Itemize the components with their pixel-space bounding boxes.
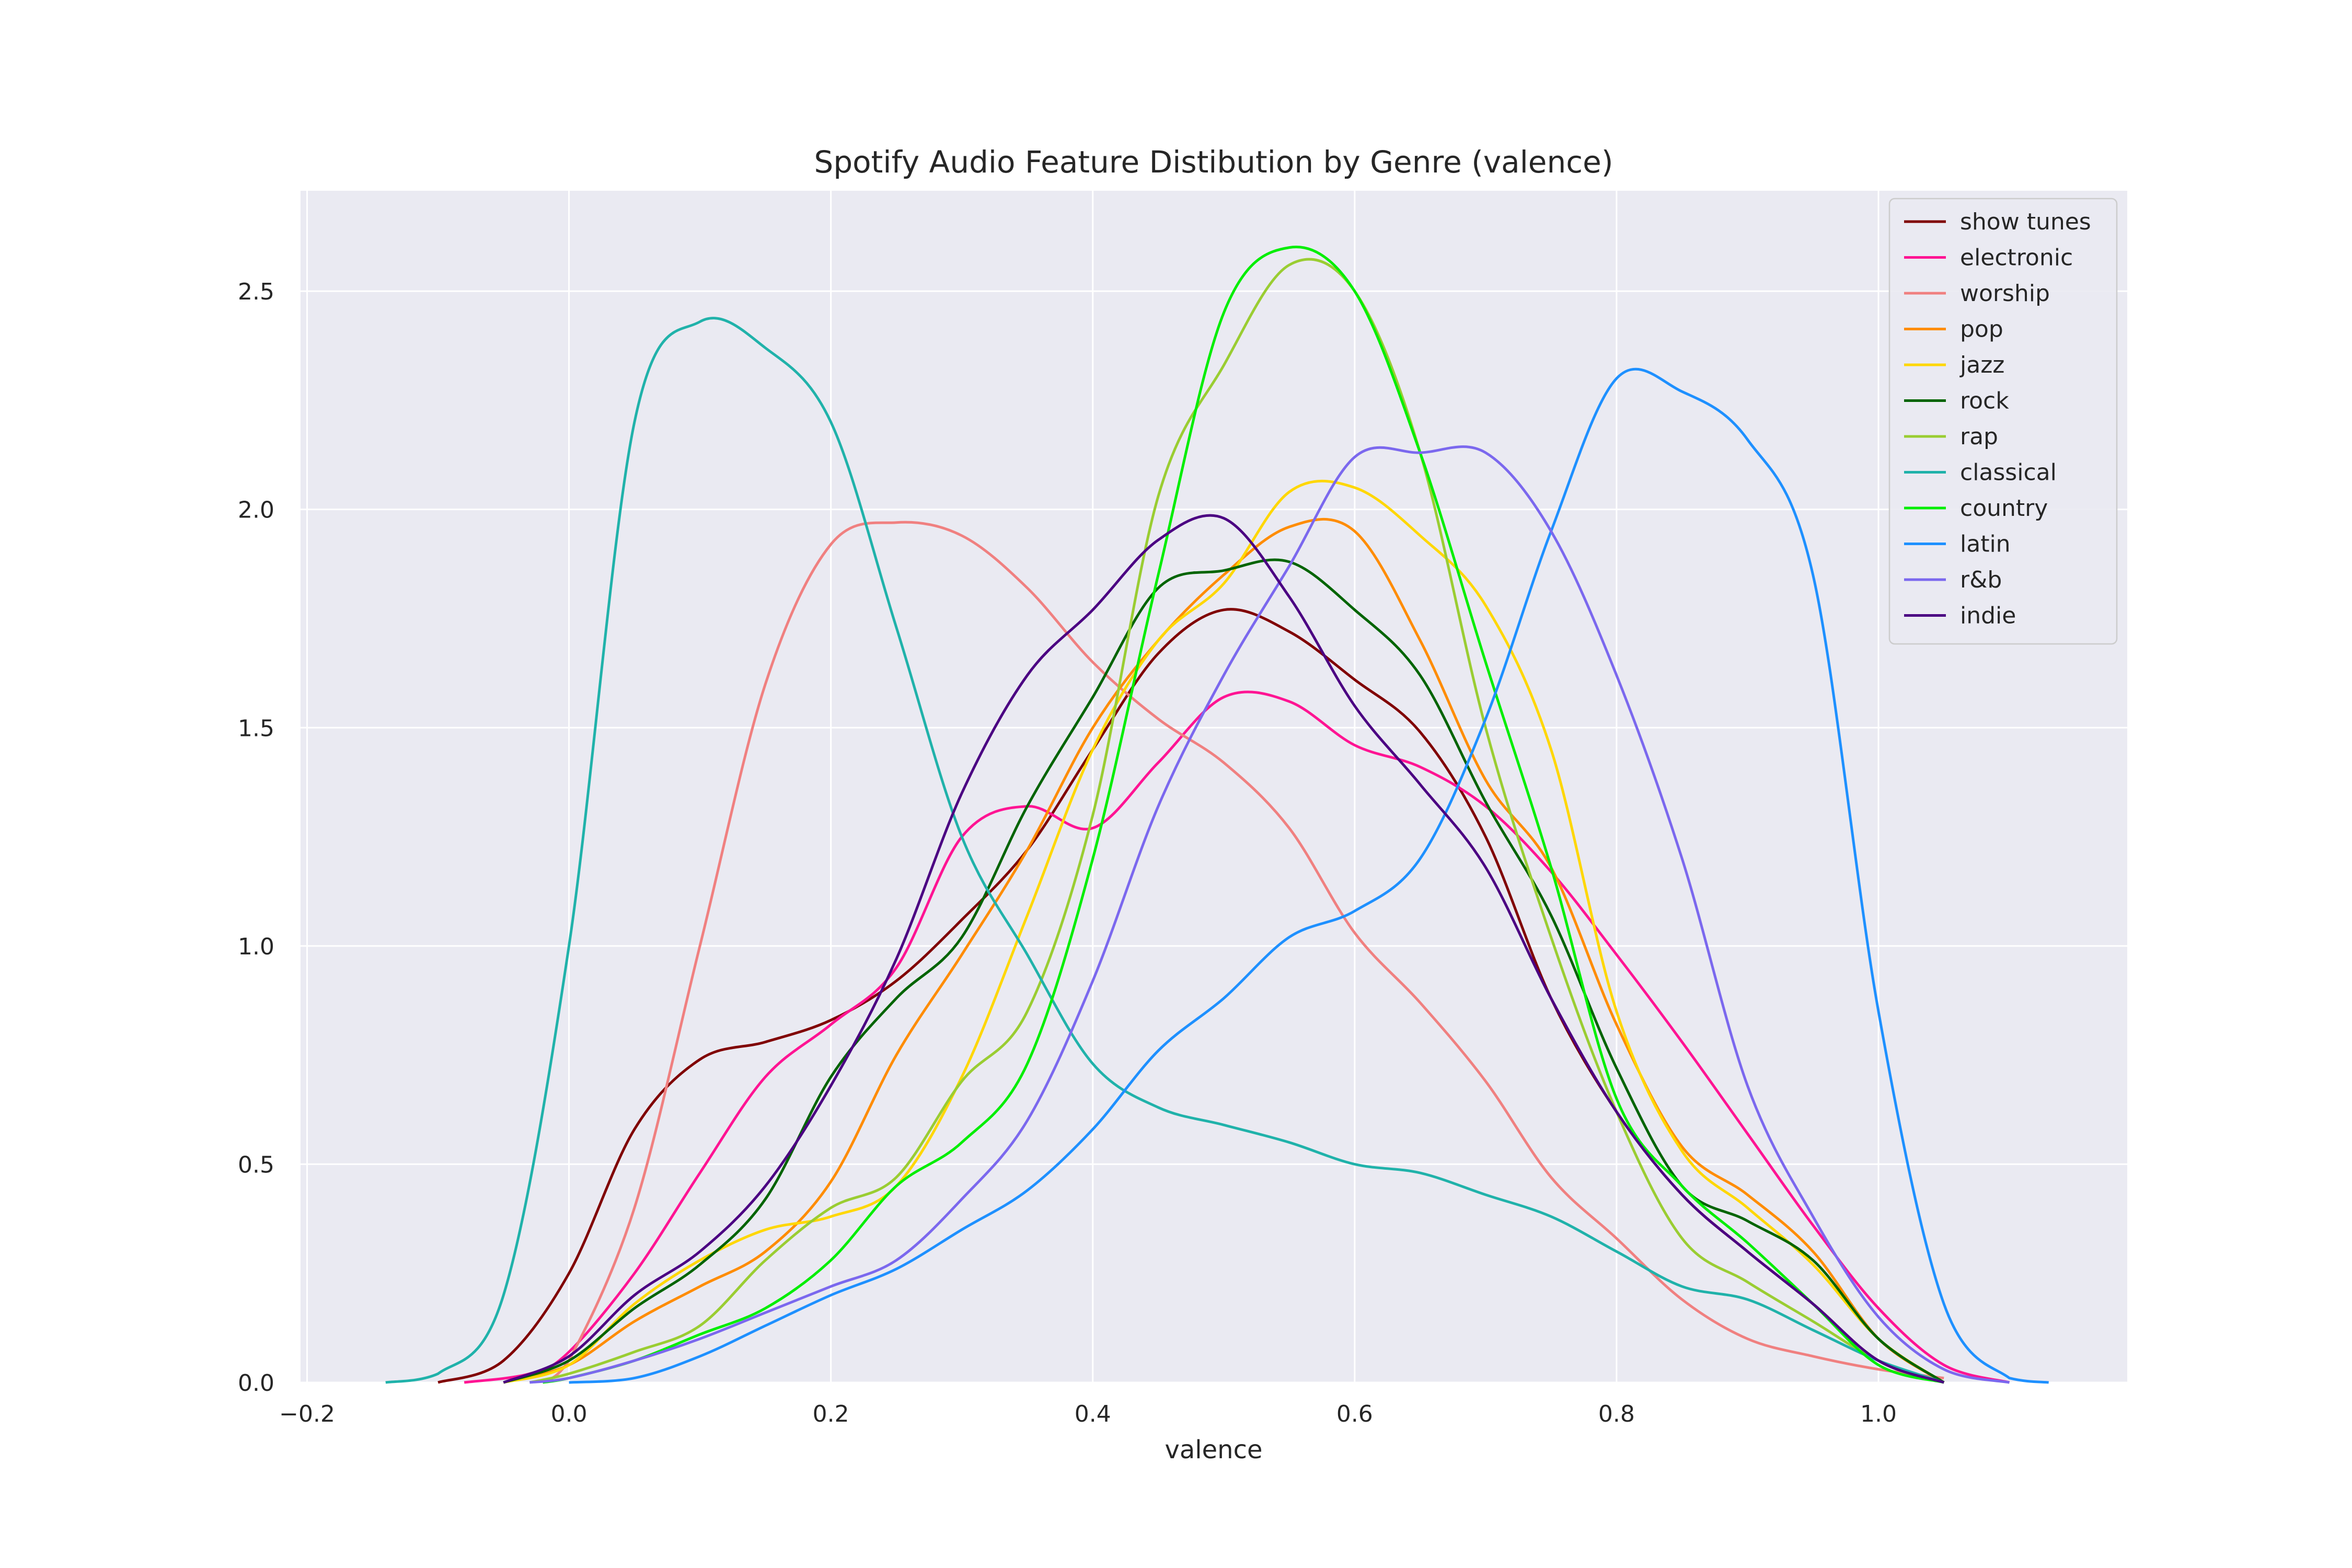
- legend-label-latin: latin: [1960, 531, 2011, 558]
- x-tick-label: 0.4: [1075, 1401, 1111, 1427]
- series-line-classical: [385, 317, 1944, 1384]
- series-line-electronic: [464, 690, 2010, 1384]
- legend-label-rap: rap: [1960, 423, 1998, 450]
- series-line-r-b: [529, 445, 2010, 1384]
- x-tick-labels: −0.2 0.0 0.2 0.4 0.6 0.8 1.0: [279, 1401, 1897, 1427]
- y-tick-label: 2.0: [238, 497, 274, 524]
- legend-label-r-b: r&b: [1960, 567, 2002, 593]
- legend-label-classical: classical: [1960, 459, 2057, 486]
- x-tick-label: 0.6: [1336, 1401, 1373, 1427]
- series-lines: [385, 246, 2049, 1384]
- y-tick-labels: 0.0 0.5 1.0 1.5 2.0 2.5: [238, 279, 274, 1397]
- legend-box: [1888, 198, 2118, 645]
- series-line-jazz: [503, 479, 1945, 1384]
- legend-label-rock: rock: [1960, 388, 2009, 414]
- legend-label-indie: indie: [1960, 603, 2016, 629]
- legend-label-country: country: [1960, 495, 2048, 522]
- legend-label-worship: worship: [1960, 280, 2050, 307]
- chart-title: Spotify Audio Feature Distibution by Gen…: [814, 144, 1613, 180]
- x-tick-label: 0.2: [813, 1401, 849, 1427]
- y-tick-label: 0.0: [238, 1370, 274, 1397]
- y-tick-label: 1.0: [238, 933, 274, 960]
- x-axis-label: valence: [1165, 1435, 1262, 1465]
- series-line-country: [543, 246, 1944, 1384]
- y-tick-label: 0.5: [238, 1151, 274, 1178]
- legend-label-pop: pop: [1960, 316, 2003, 343]
- plot-background: [301, 191, 2127, 1382]
- series-line-rap: [529, 258, 1944, 1384]
- legend-label-electronic: electronic: [1960, 245, 2073, 271]
- series-line-indie: [503, 514, 1944, 1384]
- grid: [301, 191, 2127, 1383]
- legend-label-show-tunes: show tunes: [1960, 209, 2091, 235]
- x-tick-label: 0.0: [551, 1401, 587, 1427]
- series-line-latin: [569, 367, 2049, 1384]
- x-tick-label: 0.8: [1598, 1401, 1635, 1427]
- x-tick-label: 1.0: [1860, 1401, 1897, 1427]
- y-tick-label: 1.5: [238, 715, 274, 742]
- x-tick-label: −0.2: [279, 1401, 335, 1427]
- legend: show tunes electronic worship pop jazz rock ra…: [1888, 198, 2118, 645]
- y-tick-label: 2.5: [238, 279, 274, 305]
- legend-label-jazz: jazz: [1959, 352, 2004, 378]
- series-line-worship: [541, 521, 1944, 1384]
